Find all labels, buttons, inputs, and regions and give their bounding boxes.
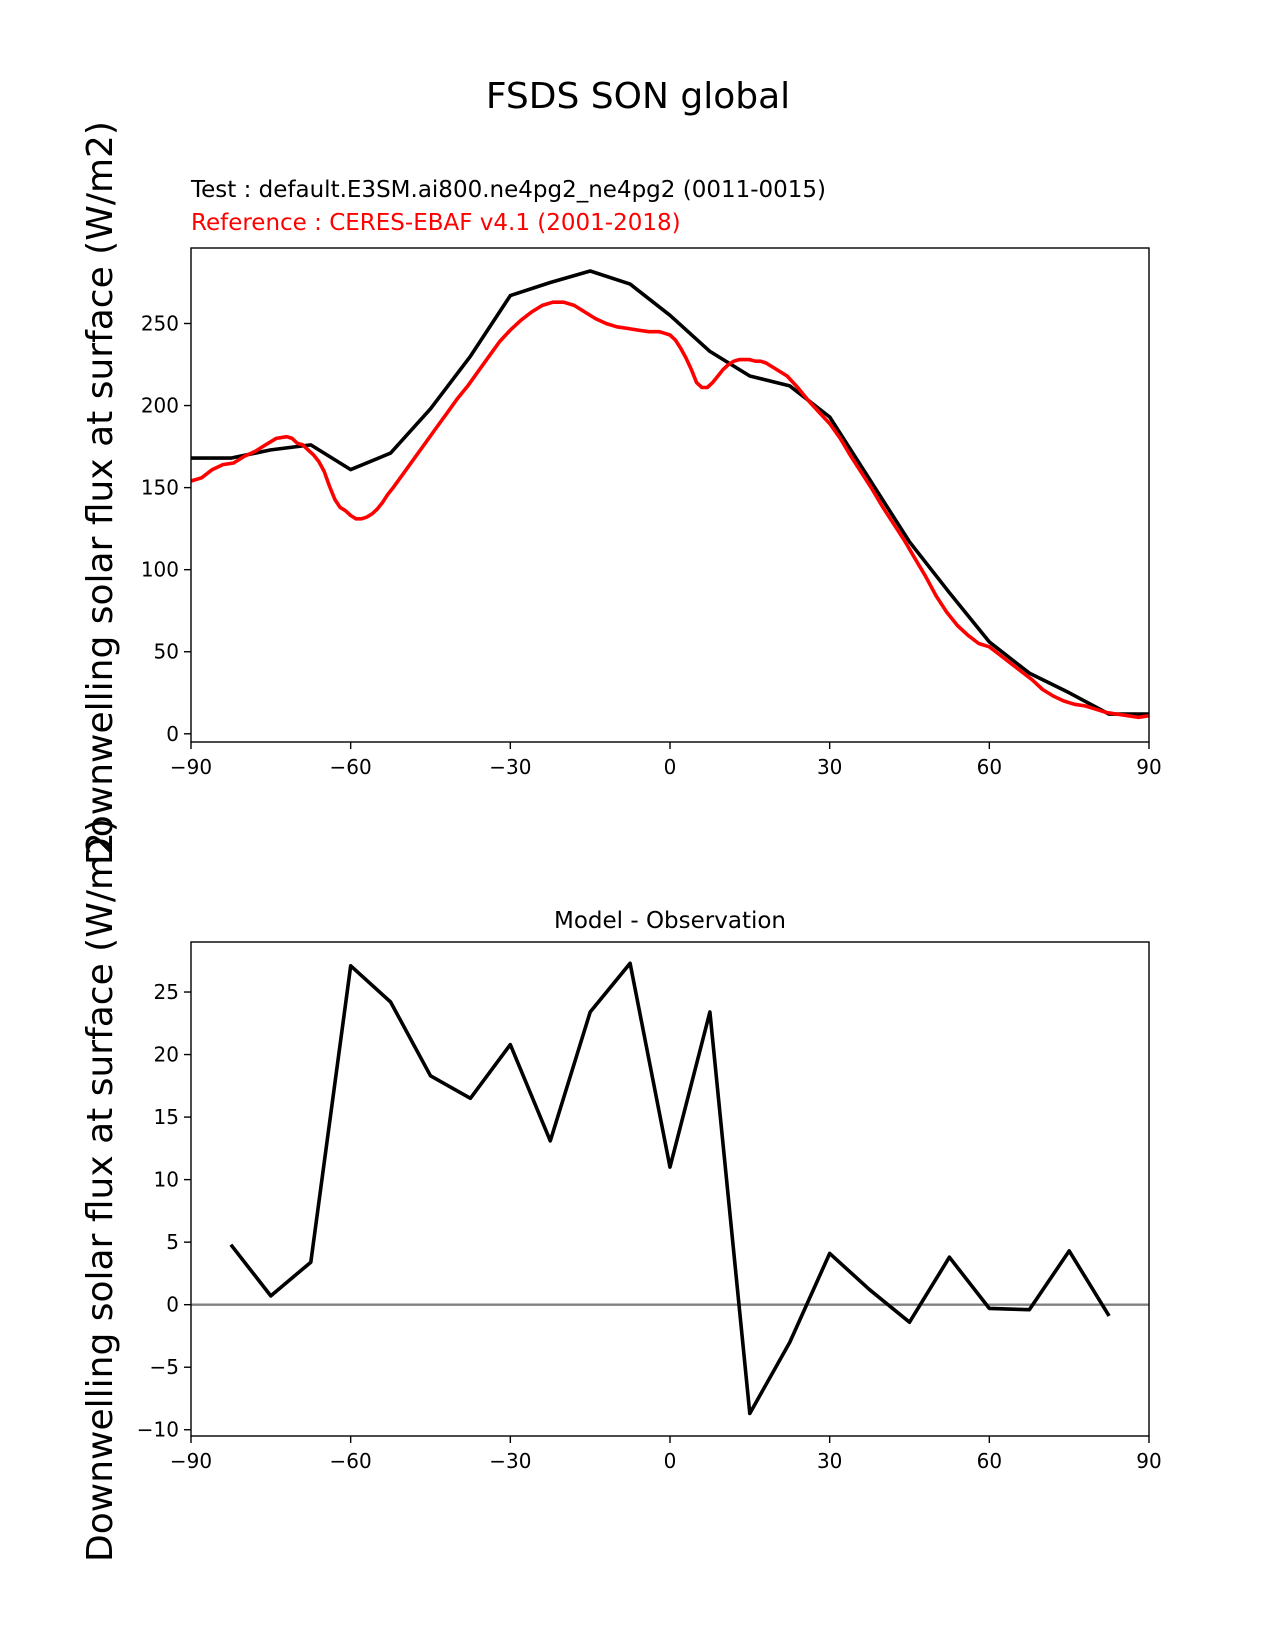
top-x-tick-label: 60 bbox=[977, 755, 1002, 779]
bottom-title: Model - Observation bbox=[554, 908, 786, 934]
figure-suptitle: FSDS SON global bbox=[486, 76, 790, 117]
bottom-y-tick-label: 25 bbox=[154, 980, 179, 1004]
top-x-axis: −90 −60 −30 0 30 60 90 bbox=[170, 742, 1162, 779]
bottom-y-tick-label: 10 bbox=[154, 1168, 179, 1192]
bottom-x-axis: −90 −60 −30 0 30 60 90 bbox=[170, 1436, 1162, 1473]
bottom-x-tick-label: −60 bbox=[330, 1449, 372, 1473]
bottom-axes-frame bbox=[190, 941, 1150, 1437]
top-x-tick-label: 30 bbox=[817, 755, 842, 779]
top-title-ref: Reference : CERES-EBAF v4.1 (2001-2018) bbox=[191, 210, 681, 236]
top-y-tick-label: 100 bbox=[141, 558, 179, 582]
bottom-y-tick-label: 0 bbox=[166, 1293, 179, 1317]
top-x-tick-label: 90 bbox=[1136, 755, 1161, 779]
bottom-x-tick-label: 90 bbox=[1136, 1449, 1161, 1473]
bottom-y-tick-label: −10 bbox=[137, 1418, 179, 1442]
top-y-tick-label: 250 bbox=[141, 311, 179, 335]
bottom-y-tick-label: −5 bbox=[150, 1355, 179, 1379]
top-y-tick-label: 50 bbox=[154, 640, 179, 664]
bottom-series-line-0 bbox=[229, 961, 1111, 1416]
top-y-tick-label: 200 bbox=[141, 394, 179, 418]
top-series-line-0 bbox=[191, 269, 1149, 716]
bottom-x-tick-label: 30 bbox=[817, 1449, 842, 1473]
top-plot-area bbox=[190, 269, 1150, 720]
bottom-x-tick-label: 0 bbox=[664, 1449, 677, 1473]
top-y-tick-label: 150 bbox=[141, 476, 179, 500]
top-x-tick-label: −90 bbox=[170, 755, 212, 779]
top-title-test: Test : default.E3SM.ai800.ne4pg2_ne4pg2 … bbox=[190, 177, 826, 203]
bottom-y-tick-label: 15 bbox=[154, 1105, 179, 1129]
top-x-tick-label: 0 bbox=[664, 755, 677, 779]
bottom-x-tick-label: −90 bbox=[170, 1449, 212, 1473]
top-y-tick-label: 0 bbox=[166, 722, 179, 746]
top-y-axis: 0 50 100 150 200 250 bbox=[141, 311, 191, 746]
top-x-tick-label: −60 bbox=[330, 755, 372, 779]
bottom-subplot: Model - Observation −90 −60 −30 0 30 60 90 −10… bbox=[137, 908, 1162, 1473]
bottom-ylabel: Downwelling solar flux at surface (W/m2) bbox=[80, 818, 121, 1562]
top-x-tick-label: −30 bbox=[489, 755, 531, 779]
bottom-y-axis: −10 −5 0 5 10 15 20 25 bbox=[137, 980, 191, 1442]
top-subplot: Test : default.E3SM.ai800.ne4pg2_ne4pg2 … bbox=[141, 177, 1162, 779]
bottom-x-tick-label: −30 bbox=[489, 1449, 531, 1473]
bottom-x-tick-label: 60 bbox=[977, 1449, 1002, 1473]
bottom-plot-area bbox=[191, 961, 1149, 1416]
bottom-y-tick-label: 5 bbox=[166, 1230, 179, 1254]
top-ylabel: Downwelling solar flux at surface (W/m2) bbox=[80, 121, 121, 865]
bottom-y-tick-label: 20 bbox=[154, 1043, 179, 1067]
top-series-line-1 bbox=[190, 300, 1150, 720]
